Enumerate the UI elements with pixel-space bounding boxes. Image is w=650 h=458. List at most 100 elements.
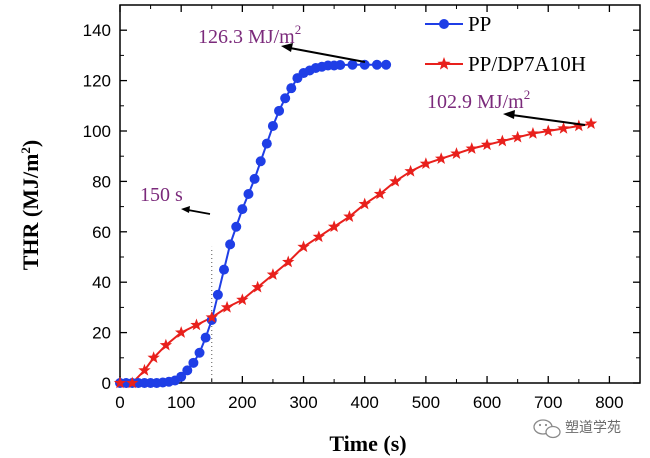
data-point-pp — [182, 365, 193, 376]
x-tick-label: 300 — [289, 393, 317, 412]
data-point-pp-dp7a10h — [327, 220, 341, 233]
y-tick-label: 100 — [83, 122, 111, 141]
annotation-dp: 102.9 MJ/m2 — [427, 87, 586, 126]
data-point-pp-dp7a10h — [542, 124, 555, 137]
data-point-pp — [255, 156, 266, 167]
y-tick-label: 20 — [92, 324, 111, 343]
data-point-pp-dp7a10h — [419, 157, 433, 170]
data-point-pp-dp7a10h — [450, 147, 463, 159]
y-tick-label: 40 — [92, 273, 111, 292]
data-point-pp-dp7a10h — [236, 293, 249, 306]
data-point-pp — [225, 239, 236, 250]
data-point-pp-dp7a10h — [220, 300, 234, 313]
data-point-pp — [249, 173, 260, 184]
annotation-pp-arrowhead — [281, 43, 293, 52]
x-axis-title: Time (s) — [329, 431, 406, 456]
data-point-pp — [219, 264, 229, 275]
annotation-150s: 150 s — [140, 184, 211, 215]
legend: PP PP/DP7A10H — [425, 12, 586, 76]
data-point-pp-dp7a10h — [526, 127, 540, 139]
y-axis-ticks: 0 20 40 60 80 100 120 140 — [83, 4, 640, 393]
data-point-pp — [381, 59, 392, 70]
watermark: 塑道学苑 — [533, 419, 621, 439]
x-tick-label: 600 — [473, 393, 501, 412]
y-tick-label: 80 — [92, 172, 111, 191]
data-point-pp — [371, 59, 382, 70]
series-group — [113, 59, 598, 389]
data-point-pp-dp7a10h — [297, 240, 310, 253]
data-point-pp-dp7a10h — [266, 268, 280, 280]
data-point-pp-dp7a10h — [159, 338, 173, 351]
data-point-pp — [286, 83, 297, 94]
data-point-pp-dp7a10h — [126, 376, 139, 389]
data-point-pp — [176, 371, 187, 382]
data-point-pp-dp7a10h — [584, 117, 598, 129]
data-point-pp — [194, 347, 205, 358]
x-tick-label: 500 — [412, 393, 440, 412]
legend-dp-marker — [437, 57, 451, 70]
annotation-150s-arrowhead — [181, 206, 190, 213]
data-point-pp — [231, 221, 242, 232]
data-point-pp-dp7a10h — [205, 310, 218, 323]
data-point-pp-dp7a10h — [572, 119, 586, 132]
data-point-pp — [200, 332, 211, 343]
data-point-pp — [237, 204, 248, 215]
data-point-pp-dp7a10h — [282, 255, 295, 268]
x-tick-label: 400 — [351, 393, 379, 412]
legend-pp-label: PP — [468, 12, 491, 36]
data-point-pp-dp7a10h — [190, 318, 203, 331]
legend-pp-marker — [439, 19, 449, 29]
y-tick-label: 60 — [92, 223, 111, 242]
annotation-pp-text: 126.3 MJ/m2 — [198, 22, 301, 48]
annotation-pp-arrow — [289, 47, 366, 63]
data-point-pp — [335, 59, 346, 70]
annotation-dp-arrow — [511, 114, 586, 126]
data-point-pp-dp7a10h — [389, 174, 402, 187]
data-point-pp-dp7a10h — [511, 130, 524, 143]
data-point-pp — [267, 120, 278, 131]
data-point-pp — [212, 289, 223, 300]
annotation-150s-text: 150 s — [140, 184, 183, 206]
data-point-pp-dp7a10h — [480, 138, 494, 151]
data-point-pp-dp7a10h — [358, 197, 371, 210]
wechat-icon — [533, 419, 561, 439]
y-tick-label: 120 — [83, 72, 111, 91]
data-point-pp — [347, 59, 358, 70]
data-point-pp-dp7a10h — [496, 134, 509, 147]
data-point-pp-dp7a10h — [138, 363, 151, 376]
y-tick-label: 140 — [83, 21, 111, 40]
x-axis-ticks: 0 100 200 300 400 500 600 700 800 — [115, 5, 624, 412]
x-tick-label: 0 — [115, 393, 124, 412]
data-point-pp-dp7a10h — [434, 152, 448, 164]
series-line-pp — [120, 63, 387, 384]
data-point-pp-dp7a10h — [557, 121, 570, 134]
watermark-text: 塑道学苑 — [565, 420, 621, 436]
plot-frame — [119, 4, 641, 384]
data-point-pp-dp7a10h — [373, 187, 387, 200]
data-point-pp-dp7a10h — [404, 164, 417, 177]
y-axis-title: THR (MJ/m2) — [18, 140, 43, 271]
data-point-pp-dp7a10h — [174, 326, 188, 338]
data-point-pp — [280, 93, 291, 104]
x-tick-label: 800 — [595, 393, 623, 412]
data-point-pp-dp7a10h — [465, 142, 478, 154]
data-point-pp — [243, 189, 254, 199]
annotation-pp: 126.3 MJ/m2 — [198, 22, 366, 63]
annotation-dp-arrowhead — [503, 110, 515, 119]
data-point-pp — [188, 357, 199, 368]
x-tick-label: 200 — [228, 393, 256, 412]
legend-dp-label: PP/DP7A10H — [468, 52, 586, 76]
annotation-dp-text: 102.9 MJ/m2 — [427, 87, 530, 113]
x-tick-label: 700 — [534, 393, 562, 412]
series-line-pp-dp7a10h — [120, 122, 592, 384]
data-point-pp-dp7a10h — [113, 376, 127, 389]
data-point-pp-dp7a10h — [312, 230, 326, 243]
annotation-150s-arrow — [187, 209, 211, 215]
data-point-pp — [261, 138, 272, 149]
data-point-pp-dp7a10h — [343, 210, 356, 222]
x-tick-label: 100 — [167, 393, 195, 412]
y-tick-label: 0 — [102, 374, 111, 393]
data-point-pp-dp7a10h — [147, 351, 160, 364]
data-point-pp-dp7a10h — [251, 280, 264, 293]
